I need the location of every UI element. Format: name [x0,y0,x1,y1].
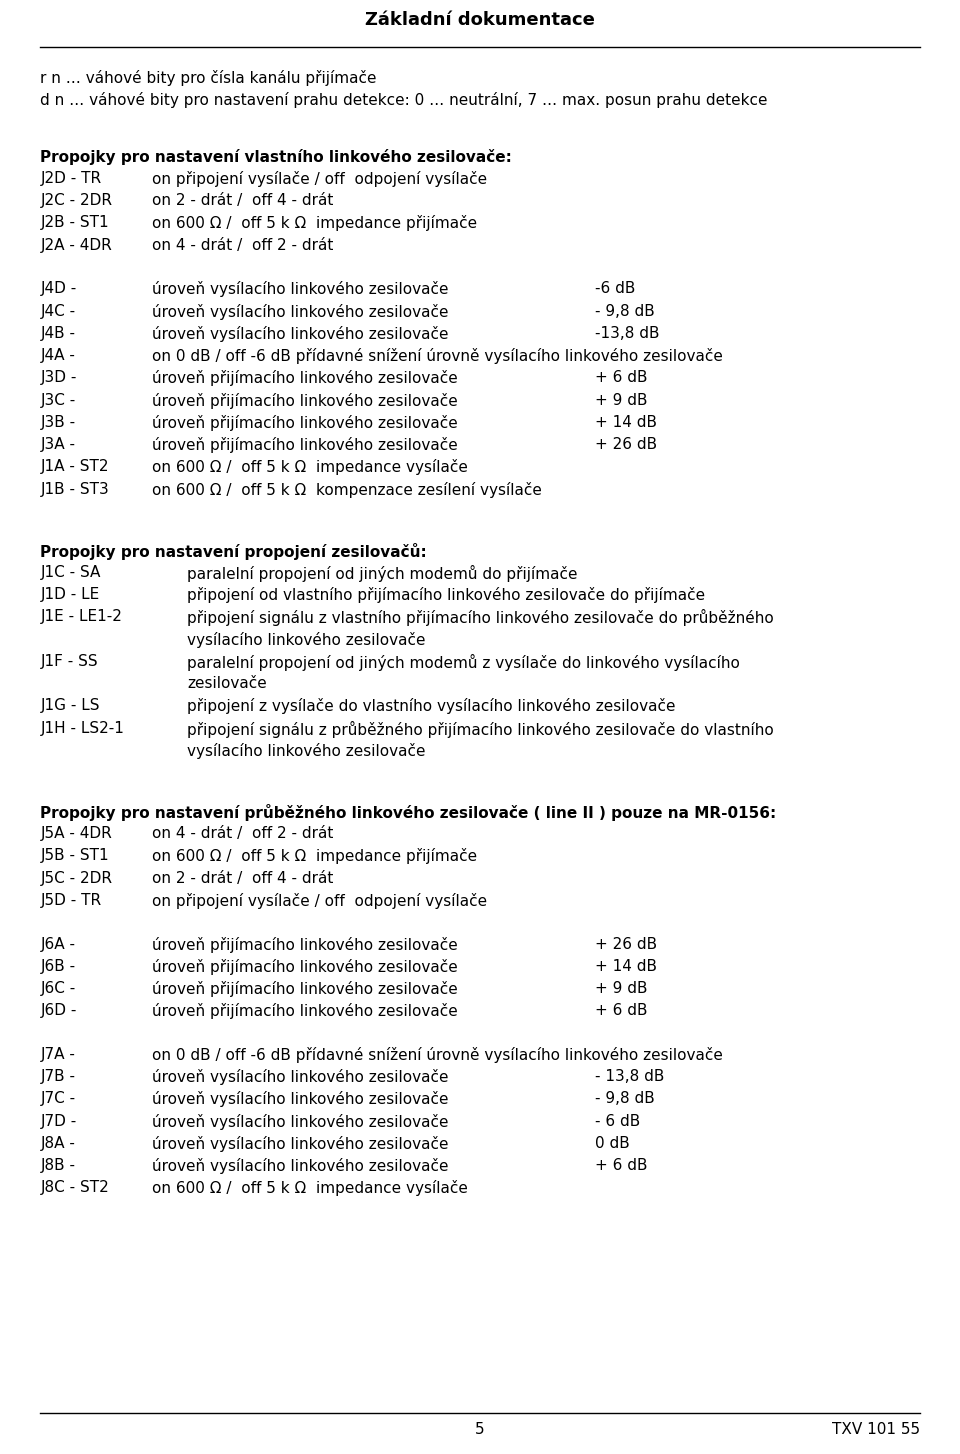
Text: + 9 dB: + 9 dB [595,981,648,996]
Text: J6A -: J6A - [40,936,75,951]
Text: J2C - 2DR: J2C - 2DR [40,193,112,208]
Text: d n … váhové bity pro nastavení prahu detekce: 0 … neutrální, 7 … max. posun pra: d n … váhové bity pro nastavení prahu de… [40,92,768,108]
Text: vysílacího linkového zesilovače: vysílacího linkového zesilovače [187,743,425,759]
Text: + 14 dB: + 14 dB [595,414,658,430]
Text: J5B - ST1: J5B - ST1 [40,848,108,864]
Text: Propojky pro nastavení průběžného linkového zesilovače ( line II ) pouze na MR-0: Propojky pro nastavení průběžného linkov… [40,804,777,822]
Text: on 2 - drát /  off 4 - drát: on 2 - drát / off 4 - drát [152,193,333,208]
Text: vysílacího linkového zesilovače: vysílacího linkového zesilovače [187,631,425,647]
Text: r n … váhové bity pro čísla kanálu přijímače: r n … váhové bity pro čísla kanálu přijí… [40,70,377,86]
Text: J1G - LS: J1G - LS [40,698,100,714]
Text: paralelní propojení od jiných modemů z vysílače do linkového vysílacího: paralelní propojení od jiných modemů z v… [187,654,740,670]
Text: - 9,8 dB: - 9,8 dB [595,1092,655,1106]
Text: J1F - SS: J1F - SS [40,654,98,669]
Text: J3D -: J3D - [40,371,77,385]
Text: on 2 - drát /  off 4 - drát: on 2 - drát / off 4 - drát [152,871,333,885]
Text: zesilovače: zesilovače [187,676,267,691]
Text: úroveň vysílacího linkového zesilovače: úroveň vysílacího linkového zesilovače [152,1114,448,1130]
Text: připojení signálu z vlastního přijímacího linkového zesilovače do průběžného: připojení signálu z vlastního přijímacíh… [187,609,774,627]
Text: on 600 Ω /  off 5 k Ω  impedance přijímače: on 600 Ω / off 5 k Ω impedance přijímače [152,215,477,231]
Text: Propojky pro nastavení propojení zesilovačů:: Propojky pro nastavení propojení zesilov… [40,542,427,560]
Text: + 9 dB: + 9 dB [595,393,648,407]
Text: J5D - TR: J5D - TR [40,893,102,907]
Text: TXV 101 55: TXV 101 55 [831,1422,920,1437]
Text: úroveň přijímacího linkového zesilovače: úroveň přijímacího linkového zesilovače [152,393,457,409]
Text: úroveň přijímacího linkového zesilovače: úroveň přijímacího linkového zesilovače [152,936,457,952]
Text: -6 dB: -6 dB [595,281,636,297]
Text: J4A -: J4A - [40,348,75,364]
Text: J7C -: J7C - [40,1092,76,1106]
Text: J1D - LE: J1D - LE [40,587,100,602]
Text: J7B -: J7B - [40,1069,75,1085]
Text: úroveň přijímacího linkového zesilovače: úroveň přijímacího linkového zesilovače [152,958,457,974]
Text: on 4 - drát /  off 2 - drát: on 4 - drát / off 2 - drát [152,826,333,842]
Text: on 4 - drát /  off 2 - drát: on 4 - drát / off 2 - drát [152,237,333,253]
Text: paralelní propojení od jiných modemů do přijímače: paralelní propojení od jiných modemů do … [187,564,578,582]
Text: on 600 Ω /  off 5 k Ω  impedance vysílače: on 600 Ω / off 5 k Ω impedance vysílače [152,1181,468,1197]
Text: - 6 dB: - 6 dB [595,1114,640,1128]
Text: J1H - LS2-1: J1H - LS2-1 [40,721,124,736]
Text: J2A - 4DR: J2A - 4DR [40,237,112,253]
Text: J8A -: J8A - [40,1136,75,1152]
Text: J1C - SA: J1C - SA [40,564,101,580]
Text: úroveň přijímacího linkového zesilovače: úroveň přijímacího linkového zesilovače [152,414,457,430]
Text: + 6 dB: + 6 dB [595,1003,648,1018]
Text: J4B -: J4B - [40,326,75,340]
Text: J2D - TR: J2D - TR [40,172,102,186]
Text: J5C - 2DR: J5C - 2DR [40,871,112,885]
Text: J5A - 4DR: J5A - 4DR [40,826,112,842]
Text: + 6 dB: + 6 dB [595,1157,648,1173]
Text: úroveň vysílacího linkového zesilovače: úroveň vysílacího linkového zesilovače [152,1157,448,1175]
Text: 5: 5 [475,1422,485,1437]
Text: on 0 dB / off -6 dB přídavné snížení úrovně vysílacího linkového zesilovače: on 0 dB / off -6 dB přídavné snížení úro… [152,348,723,364]
Text: + 26 dB: + 26 dB [595,936,658,951]
Text: - 13,8 dB: - 13,8 dB [595,1069,664,1085]
Text: J8C - ST2: J8C - ST2 [40,1181,109,1195]
Text: J7A -: J7A - [40,1047,75,1061]
Text: úroveň přijímacího linkového zesilovače: úroveň přijímacího linkového zesilovače [152,981,457,997]
Text: J8B -: J8B - [40,1157,75,1173]
Text: on připojení vysílače / off  odpojení vysílače: on připojení vysílače / off odpojení vys… [152,893,487,909]
Text: J4C -: J4C - [40,304,76,318]
Text: J2B - ST1: J2B - ST1 [40,215,108,231]
Text: J1A - ST2: J1A - ST2 [40,459,108,474]
Text: úroveň vysílacího linkového zesilovače: úroveň vysílacího linkového zesilovače [152,304,448,320]
Text: + 14 dB: + 14 dB [595,958,658,974]
Text: úroveň vysílacího linkového zesilovače: úroveň vysílacího linkového zesilovače [152,1092,448,1108]
Text: úroveň přijímacího linkového zesilovače: úroveň přijímacího linkového zesilovače [152,1003,457,1019]
Text: úroveň přijímacího linkového zesilovače: úroveň přijímacího linkového zesilovače [152,438,457,454]
Text: J6D -: J6D - [40,1003,77,1018]
Text: úroveň vysílacího linkového zesilovače: úroveň vysílacího linkového zesilovače [152,326,448,342]
Text: J3A -: J3A - [40,438,75,452]
Text: úroveň vysílacího linkového zesilovače: úroveň vysílacího linkového zesilovače [152,1069,448,1085]
Text: J1B - ST3: J1B - ST3 [40,481,109,497]
Text: 0 dB: 0 dB [595,1136,630,1152]
Text: - 9,8 dB: - 9,8 dB [595,304,655,318]
Text: + 26 dB: + 26 dB [595,438,658,452]
Text: on připojení vysílače / off  odpojení vysílače: on připojení vysílače / off odpojení vys… [152,172,487,188]
Text: J7D -: J7D - [40,1114,77,1128]
Text: Základní dokumentace: Základní dokumentace [365,12,595,29]
Text: připojení z vysílače do vlastního vysílacího linkového zesilovače: připojení z vysílače do vlastního vysíla… [187,698,676,714]
Text: on 600 Ω /  off 5 k Ω  impedance přijímače: on 600 Ω / off 5 k Ω impedance přijímače [152,848,477,865]
Text: J4D -: J4D - [40,281,77,297]
Text: J3C -: J3C - [40,393,76,407]
Text: on 0 dB / off -6 dB přídavné snížení úrovně vysílacího linkového zesilovače: on 0 dB / off -6 dB přídavné snížení úro… [152,1047,723,1063]
Text: připojení od vlastního přijímacího linkového zesilovače do přijímače: připojení od vlastního přijímacího linko… [187,587,706,603]
Text: on 600 Ω /  off 5 k Ω  kompenzace zesílení vysílače: on 600 Ω / off 5 k Ω kompenzace zesílení… [152,481,541,497]
Text: on 600 Ω /  off 5 k Ω  impedance vysílače: on 600 Ω / off 5 k Ω impedance vysílače [152,459,468,475]
Text: úroveň vysílacího linkového zesilovače: úroveň vysílacího linkového zesilovače [152,1136,448,1152]
Text: Propojky pro nastavení vlastního linkového zesilovače:: Propojky pro nastavení vlastního linkové… [40,148,513,164]
Text: -13,8 dB: -13,8 dB [595,326,660,340]
Text: J6C -: J6C - [40,981,76,996]
Text: úroveň vysílacího linkového zesilovače: úroveň vysílacího linkového zesilovače [152,281,448,298]
Text: J1E - LE1-2: J1E - LE1-2 [40,609,122,624]
Text: úroveň přijímacího linkového zesilovače: úroveň přijímacího linkového zesilovače [152,371,457,387]
Text: J3B -: J3B - [40,414,76,430]
Text: J6B -: J6B - [40,958,76,974]
Text: připojení signálu z průběžného přijímacího linkového zesilovače do vlastního: připojení signálu z průběžného přijímací… [187,721,774,737]
Text: + 6 dB: + 6 dB [595,371,648,385]
